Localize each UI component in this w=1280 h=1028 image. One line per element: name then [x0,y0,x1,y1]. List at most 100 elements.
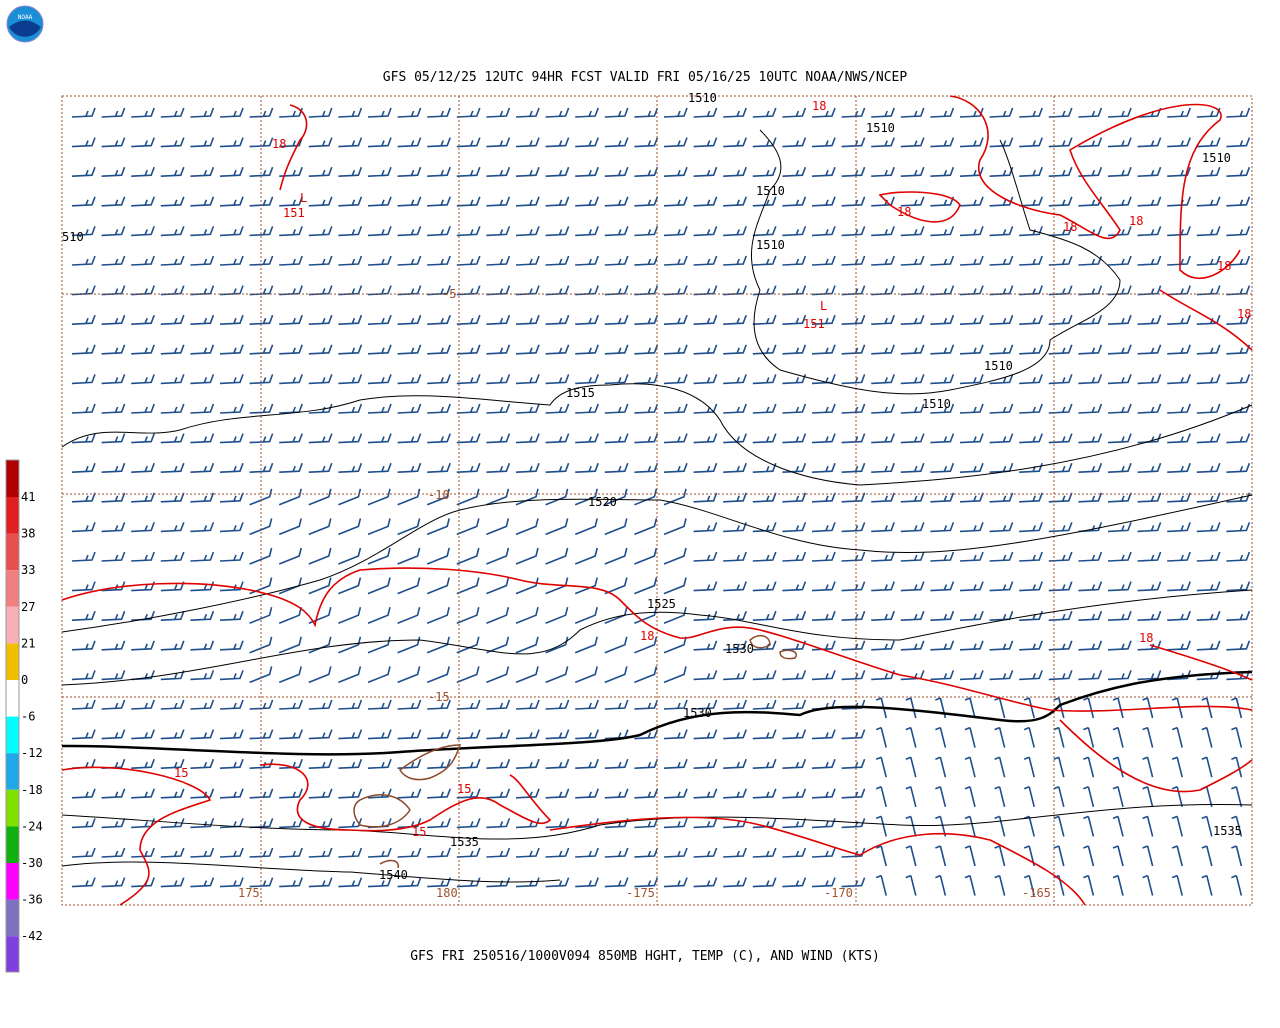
wind-barb [935,786,947,807]
wind-barb [367,607,391,624]
wind-barb [900,492,925,503]
wind-barb [634,699,659,710]
wind-barb [959,522,984,533]
low-value: 151 [803,317,825,331]
wind-barb [515,847,540,858]
wind-barb [930,462,955,473]
wind-barb [515,374,540,385]
wind-barb [190,729,215,740]
wind-barb [427,196,451,207]
wind-barb [249,666,273,684]
wind-barb [693,107,718,118]
wind-barb [1231,726,1243,748]
wind-barb [634,285,659,296]
wind-barb [1048,551,1073,562]
wind-barb [964,815,976,837]
wind-barb [752,729,777,740]
wind-barb [338,666,362,684]
wind-barb [456,344,481,355]
wind-barb [723,196,747,207]
wind-barb [456,196,481,207]
wind-barb [1196,433,1221,444]
height-label: 1510 [922,397,951,411]
wind-barb [545,285,570,296]
wind-barb [131,758,155,769]
wind-barb [1048,403,1073,414]
wind-barb [545,433,570,444]
wind-barb [811,847,836,858]
wind-barb [160,462,185,473]
wind-barb [841,107,866,118]
colorbar-swatch [6,680,19,717]
wind-barb [278,666,302,684]
colorbar-label: -24 [21,819,43,833]
wind-barb [1167,255,1191,266]
wind-barb [634,196,659,207]
wind-barb [1053,726,1065,748]
wind-barb [663,577,687,595]
wind-barb [1083,726,1095,748]
wind-barb [160,610,185,621]
wind-barb [841,670,866,681]
wind-barb [190,403,215,414]
wind-barb [219,670,244,681]
wind-barb [279,403,303,414]
wind-barb [486,818,511,829]
wind-barb [1201,845,1213,867]
wind-barb [693,314,718,325]
wind-barb [782,610,807,621]
wind-barb [604,285,629,296]
wind-barb [752,196,777,207]
wind-barb [871,551,895,562]
wind-barb [752,758,777,769]
wind-barb [1107,640,1132,651]
wind-barb [486,699,511,710]
wind-barb [723,166,747,177]
wind-barb [427,788,451,799]
wind-barb [545,788,570,799]
wind-barb [930,522,955,533]
wind-barb [663,666,687,684]
map-labels: 1510 1510 1510 510 1510 1510 1510 1510 1… [62,91,1251,900]
colorbar-swatch [6,606,19,644]
wind-barb [1137,610,1162,621]
wind-barb [71,877,96,888]
wind-barb [574,518,598,536]
wind-barb [604,255,629,266]
wind-barb [663,196,688,207]
wind-barb [456,166,481,177]
wind-barb [871,640,895,651]
wind-barb [131,847,155,858]
wind-barb [900,137,925,148]
wind-barb [1231,874,1243,896]
wind-barb [1137,522,1162,533]
wind-barb [959,196,984,207]
wind-barb [1226,581,1251,592]
wind-barb [131,314,155,325]
temp-label: 18 [1139,631,1153,645]
wind-barb [1048,610,1073,621]
wind-barb [1019,196,1043,207]
wind-barb [935,874,947,896]
wind-barb [1226,610,1251,621]
wind-barb [427,462,451,473]
wind-barb [905,726,917,748]
wind-barb [782,522,807,533]
temp-label: 15 [457,782,471,796]
wind-barb [935,697,947,719]
height-label: 1510 [688,91,717,105]
wind-barb [190,226,215,237]
wind-barb [486,137,511,148]
wind-barb [456,577,480,595]
wind-barb [959,314,984,325]
wind-barb [190,314,215,325]
isotherm-18 [949,95,1241,280]
wind-barb [279,166,303,177]
wind-barb [338,314,363,325]
wind-barb [989,255,1014,266]
wind-barb [1226,196,1251,207]
wind-barb [989,670,1014,681]
wind-barb [279,729,303,740]
wind-barb [308,196,333,207]
wind-barb [1167,581,1191,592]
